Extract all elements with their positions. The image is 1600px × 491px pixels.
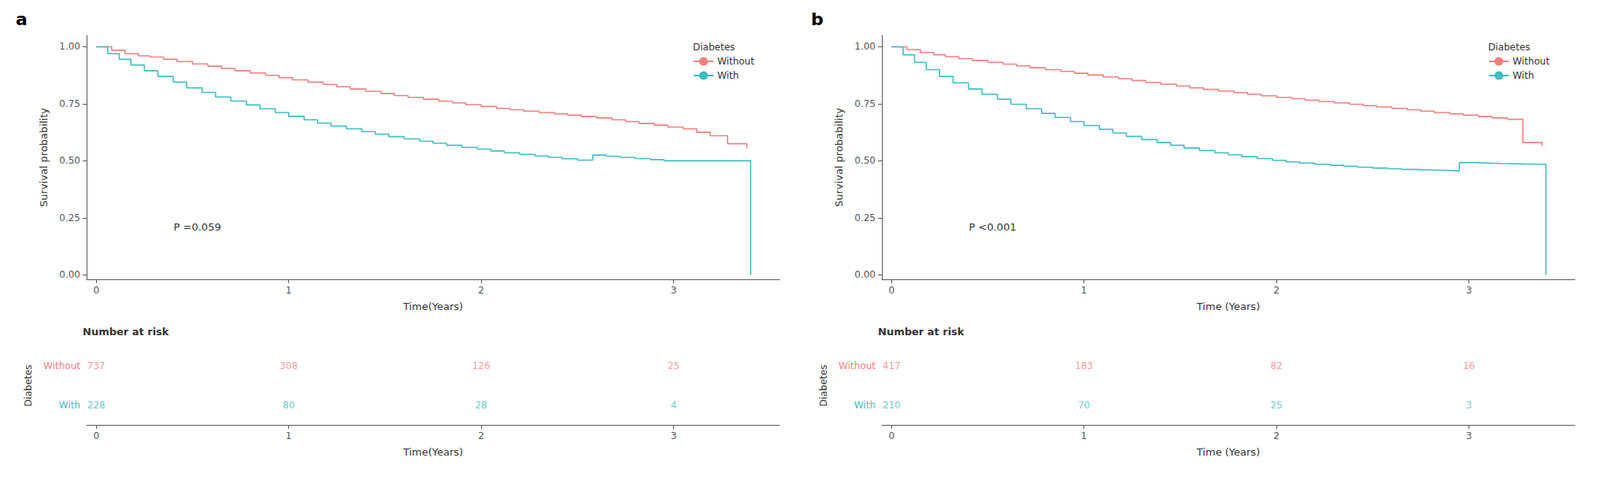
svg-text:82: 82 bbox=[1270, 360, 1282, 372]
svg-text:1.00: 1.00 bbox=[59, 40, 81, 52]
svg-text:Time(Years): Time(Years) bbox=[402, 446, 463, 459]
svg-text:2: 2 bbox=[477, 285, 485, 297]
svg-text:2: 2 bbox=[477, 430, 485, 442]
svg-text:Time (Years): Time (Years) bbox=[1196, 446, 1260, 459]
svg-text:1.00: 1.00 bbox=[854, 40, 876, 52]
svg-text:P <0.001: P <0.001 bbox=[969, 221, 1017, 234]
svg-text:Number at risk: Number at risk bbox=[82, 325, 170, 338]
svg-text:0.25: 0.25 bbox=[59, 212, 81, 224]
svg-text:1: 1 bbox=[285, 285, 293, 297]
svg-text:With: With bbox=[717, 70, 739, 82]
svg-text:4: 4 bbox=[670, 400, 678, 412]
svg-text:1: 1 bbox=[1081, 285, 1088, 297]
svg-text:0.50: 0.50 bbox=[854, 155, 876, 167]
svg-text:0.50: 0.50 bbox=[59, 155, 81, 167]
svg-text:1: 1 bbox=[285, 430, 293, 442]
svg-text:0: 0 bbox=[92, 285, 100, 297]
svg-text:0: 0 bbox=[888, 430, 895, 442]
svg-text:1: 1 bbox=[1081, 430, 1088, 442]
svg-text:183: 183 bbox=[1074, 360, 1093, 372]
svg-text:Without: Without bbox=[838, 360, 876, 372]
svg-text:Time(Years): Time(Years) bbox=[402, 300, 463, 313]
svg-text:70: 70 bbox=[1077, 400, 1090, 412]
svg-text:With: With bbox=[854, 400, 876, 412]
svg-text:308: 308 bbox=[279, 360, 298, 372]
svg-text:Without: Without bbox=[43, 360, 81, 372]
svg-text:Number at risk: Number at risk bbox=[877, 325, 965, 338]
svg-text:3: 3 bbox=[1466, 285, 1473, 297]
svg-text:Without: Without bbox=[717, 55, 755, 67]
svg-text:417: 417 bbox=[882, 360, 901, 372]
svg-text:25: 25 bbox=[667, 360, 680, 372]
svg-text:Without: Without bbox=[1512, 55, 1550, 67]
svg-text:210: 210 bbox=[882, 400, 901, 412]
svg-text:Survival probability: Survival probability bbox=[833, 107, 845, 208]
svg-text:0.75: 0.75 bbox=[854, 98, 876, 110]
svg-text:16: 16 bbox=[1462, 360, 1475, 372]
svg-text:228: 228 bbox=[87, 400, 106, 412]
svg-text:0.75: 0.75 bbox=[59, 98, 81, 110]
svg-text:Diabetes: Diabetes bbox=[818, 364, 830, 407]
svg-text:28: 28 bbox=[474, 400, 487, 412]
svg-text:Diabetes: Diabetes bbox=[692, 41, 735, 53]
svg-text:0: 0 bbox=[92, 430, 100, 442]
svg-text:3: 3 bbox=[670, 285, 678, 297]
svg-text:2: 2 bbox=[1273, 285, 1280, 297]
svg-text:With: With bbox=[59, 400, 81, 412]
svg-text:80: 80 bbox=[282, 400, 295, 412]
svg-text:a: a bbox=[15, 9, 28, 30]
svg-text:126: 126 bbox=[472, 360, 491, 372]
svg-text:With: With bbox=[1512, 70, 1534, 82]
svg-text:Diabetes: Diabetes bbox=[22, 364, 34, 407]
svg-text:0.25: 0.25 bbox=[854, 212, 876, 224]
svg-text:Survival probability: Survival probability bbox=[37, 107, 50, 208]
svg-text:0.00: 0.00 bbox=[59, 269, 81, 281]
svg-text:P =0.059: P =0.059 bbox=[174, 221, 222, 234]
svg-text:0: 0 bbox=[888, 285, 895, 297]
svg-text:0.00: 0.00 bbox=[854, 269, 876, 281]
svg-text:25: 25 bbox=[1270, 400, 1282, 412]
svg-text:3: 3 bbox=[1466, 400, 1473, 412]
svg-text:3: 3 bbox=[1466, 430, 1473, 442]
svg-text:3: 3 bbox=[670, 430, 678, 442]
svg-text:b: b bbox=[811, 9, 824, 30]
svg-text:2: 2 bbox=[1273, 430, 1280, 442]
svg-text:Time (Years): Time (Years) bbox=[1196, 300, 1260, 313]
svg-text:Diabetes: Diabetes bbox=[1488, 41, 1530, 53]
svg-text:737: 737 bbox=[87, 360, 106, 372]
